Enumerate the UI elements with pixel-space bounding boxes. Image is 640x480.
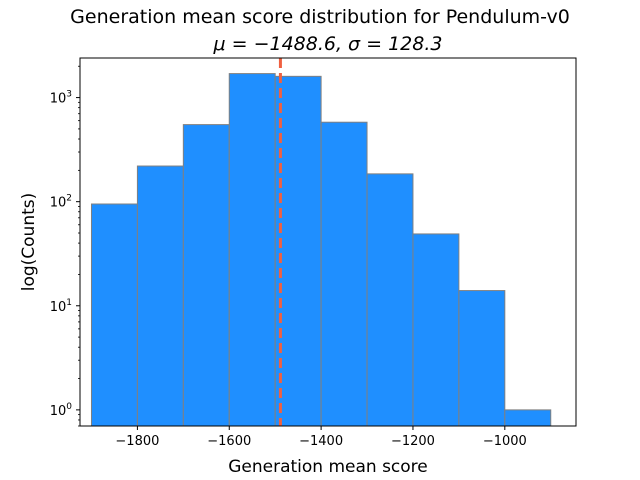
x-tick-label: −1600 [207, 434, 251, 449]
histogram-bar [182, 124, 230, 427]
x-tick-label: −1200 [391, 434, 435, 449]
x-tick-label: −1400 [299, 434, 343, 449]
plot-frame [79, 57, 577, 427]
histogram-bar [366, 173, 414, 427]
histogram-bar [228, 73, 276, 427]
histogram-bar [90, 203, 138, 427]
x-tick-label: −1000 [483, 434, 527, 449]
y-axis-label: log(Counts) [19, 193, 39, 292]
histogram-bar [504, 409, 552, 427]
chart-title: Generation mean score distribution for P… [70, 6, 570, 28]
y-tick-label: 101 [50, 298, 72, 315]
histogram-bar [136, 165, 184, 427]
y-tick-label: 102 [50, 194, 72, 211]
histogram-bar [274, 75, 322, 427]
y-tick-label: 103 [50, 90, 72, 107]
x-axis: −1800 −1600 −1400 −1200 −1000 [115, 426, 527, 449]
histogram-bar [412, 233, 460, 427]
histogram-bars [90, 73, 552, 427]
histogram-bar [320, 121, 368, 427]
y-axis: 100 101 102 103 [50, 65, 80, 427]
chart-subtitle: μ = −1488.6, σ = 128.3 [212, 33, 442, 55]
x-axis-label: Generation mean score [228, 457, 428, 477]
x-tick-label: −1800 [115, 434, 159, 449]
y-tick-label: 100 [50, 402, 73, 419]
histogram-bar [458, 290, 506, 427]
